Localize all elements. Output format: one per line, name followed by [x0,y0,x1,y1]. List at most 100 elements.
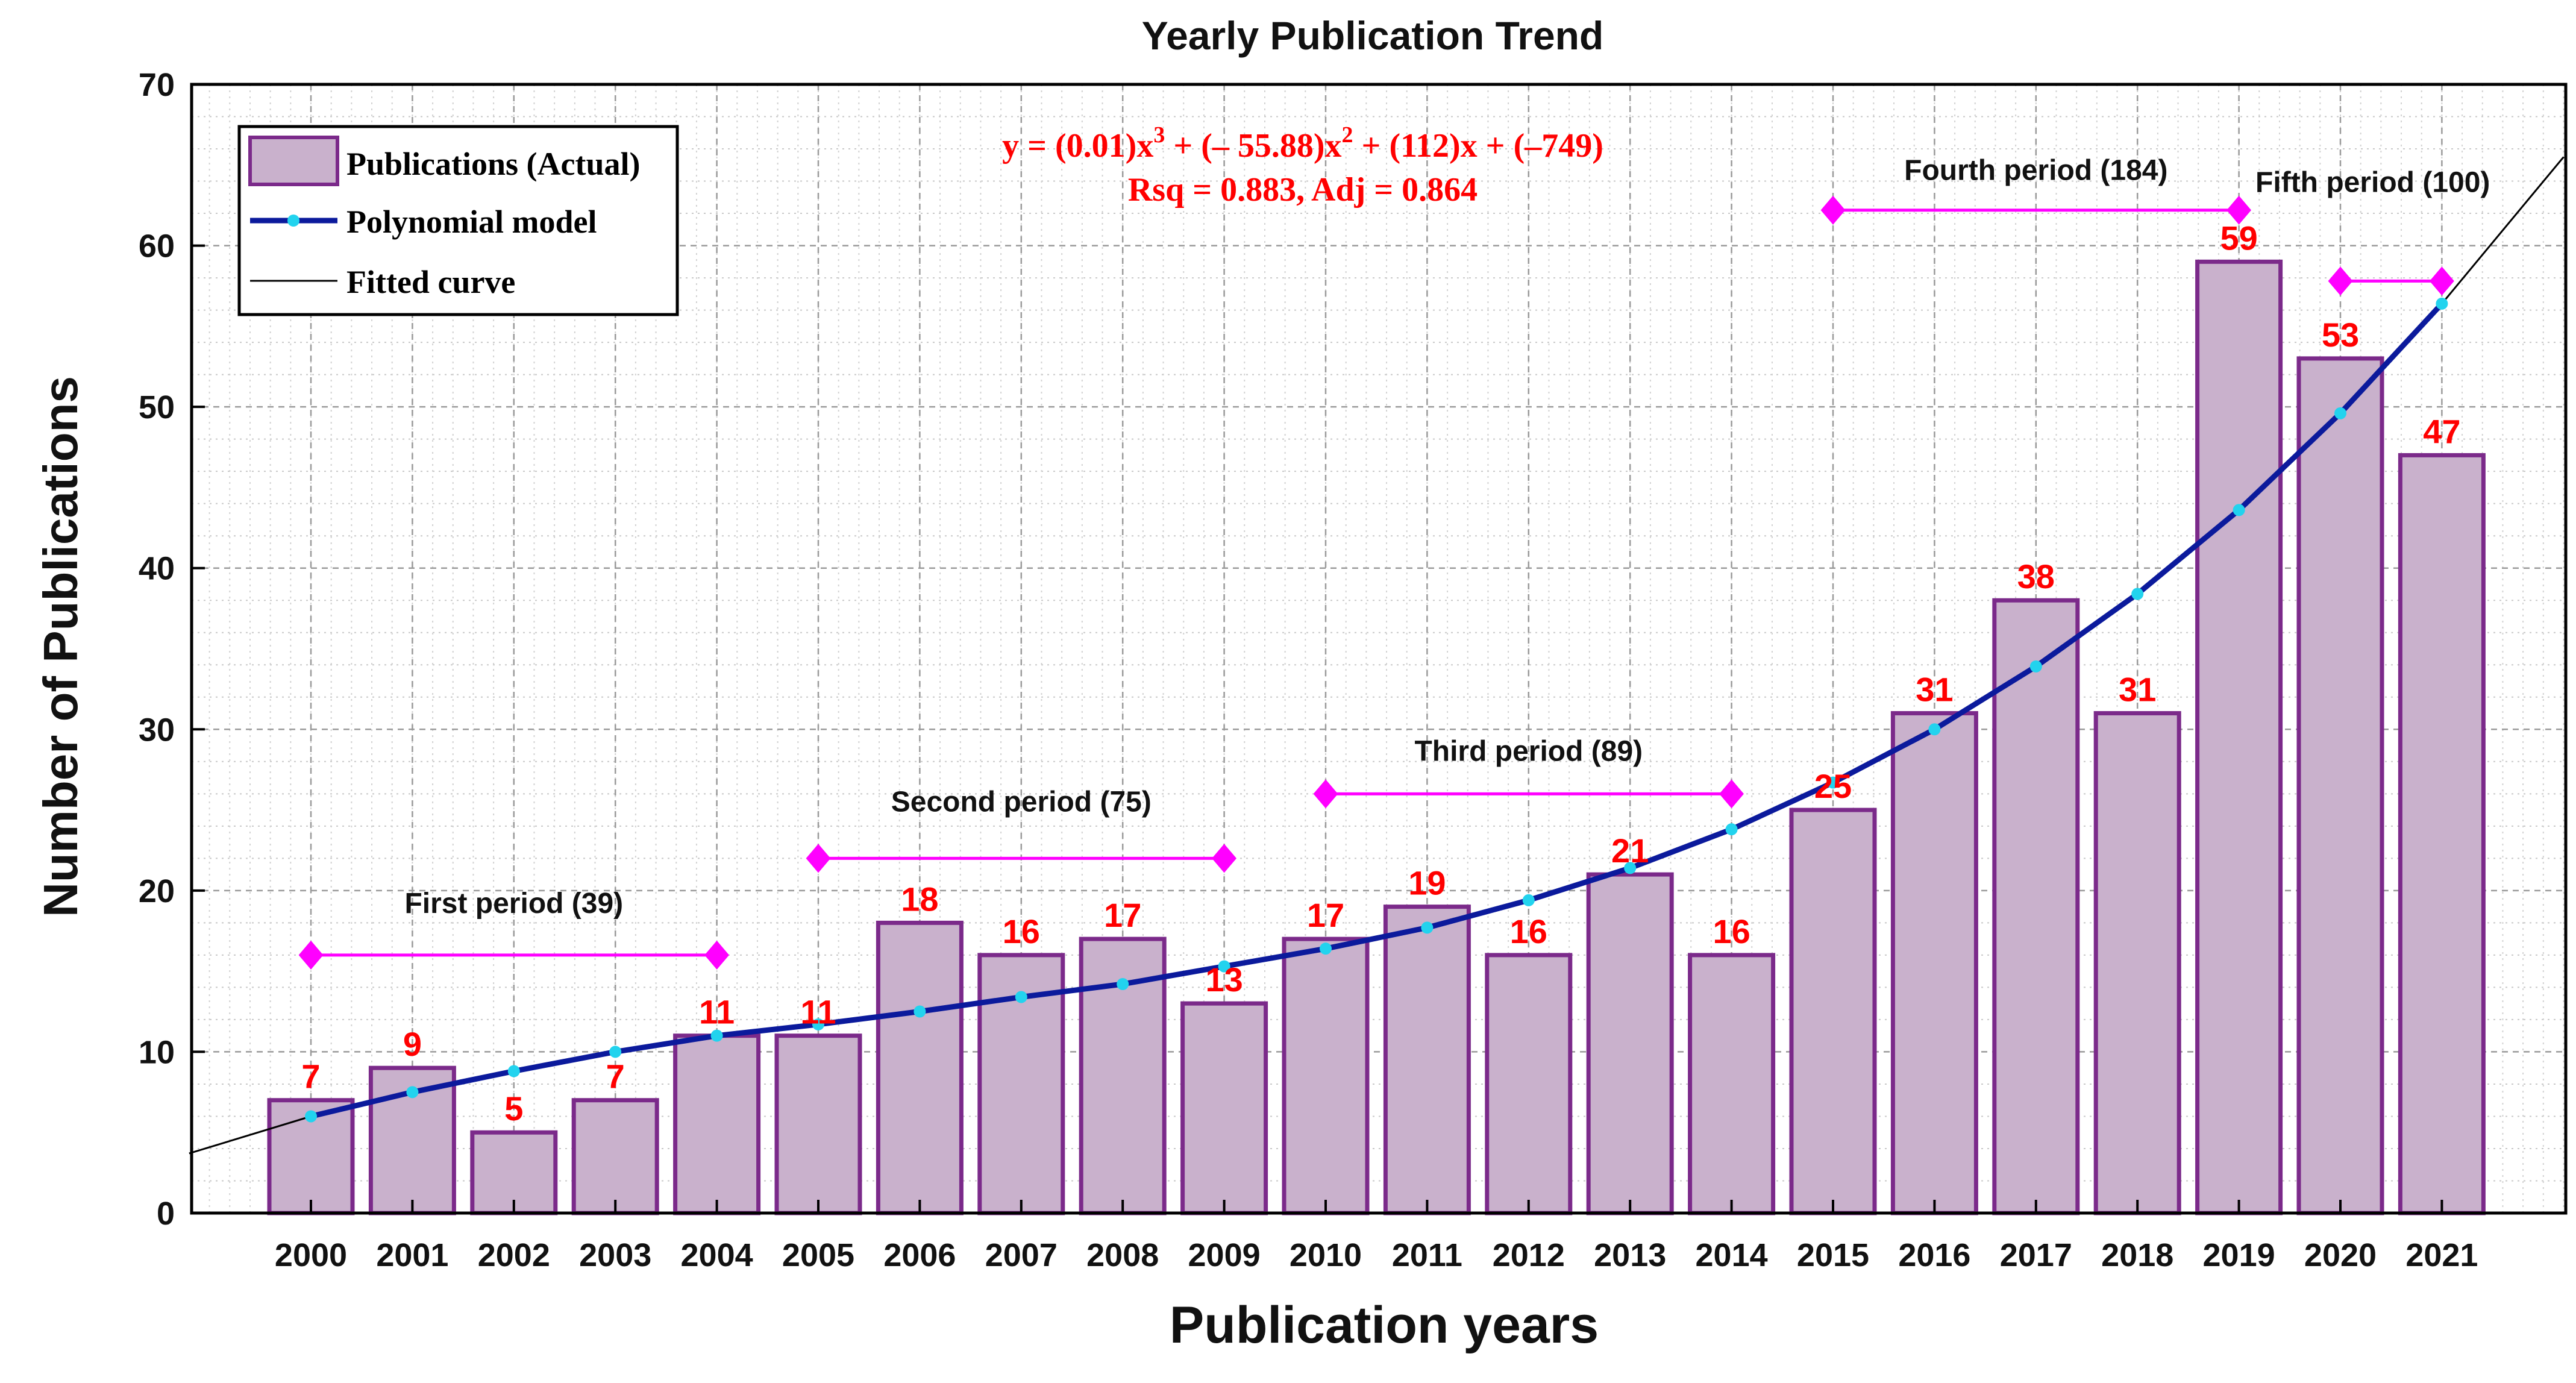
data-label-2001: 9 [403,1025,422,1063]
legend-label-fitted: Fitted curve [346,264,515,300]
bar-2012 [1485,953,1573,1215]
period-end-marker-2 [1212,844,1236,873]
period-start-marker-5 [2328,266,2353,296]
polynomial-model-point-2008 [1117,978,1129,991]
equation-tail: + (112)x + (–749) [1353,127,1603,165]
x-tick-label-2013: 2013 [1594,1237,1666,1273]
polynomial-model-point-2017 [2029,660,2042,673]
polynomial-model-point-2010 [1320,942,1332,955]
period-end-marker-4 [2227,195,2251,225]
bar-2006 [876,920,964,1215]
x-tick-label-2002: 2002 [478,1237,550,1273]
period-label-3: Third period (89) [1414,735,1643,767]
polynomial-model-point-2013 [1624,862,1637,874]
data-label-2011: 19 [1408,864,1446,902]
data-label-2014: 16 [1713,912,1750,950]
polynomial-model-line [310,301,2444,1119]
axes: 0 10 20 30 40 50 60 70 2000 2001 2002 2003 2004 2005 2… [139,67,2568,1273]
data-label-2002: 5 [504,1090,523,1127]
polynomial-model-point-2012 [1522,894,1535,906]
data-label-2017: 38 [2017,557,2055,595]
polynomial-model-point-2014 [1725,823,1738,836]
legend: Publications (Actual) Polynomial model F… [237,125,679,316]
polynomial-model-point-2006 [914,1005,926,1018]
plot-frame [190,83,2568,1215]
data-label-2007: 16 [1003,912,1040,950]
period-label-5: Fifth period (100) [2255,166,2490,198]
polynomial-model-point-2021 [2436,297,2448,310]
x-tick-label-2015: 2015 [1797,1237,1869,1273]
bar-2018 [2093,711,2181,1215]
x-tick-label-2017: 2017 [2000,1237,2072,1273]
x-tick-label-2005: 2005 [782,1237,854,1273]
bar-2017 [1992,598,2080,1215]
polynomial-model-point-2002 [507,1065,520,1077]
legend-label-actual: Publications (Actual) [346,146,641,182]
x-tick-label-2009: 2009 [1188,1237,1261,1273]
bar-2019 [2195,259,2283,1215]
data-label-2012: 16 [1510,912,1547,950]
x-tick-label-2016: 2016 [1898,1237,1970,1273]
period-label-2: Second period (75) [891,786,1152,818]
period-label-1: First period (39) [404,888,623,920]
data-label-2019: 59 [2220,219,2257,257]
period-start-marker-2 [806,844,831,873]
y-tick-label: 30 [139,712,175,748]
polynomial-model-point-2005 [812,1018,824,1030]
x-tick-label-2000: 2000 [275,1237,347,1273]
equation-stats: Rsq = 0.883, Adj = 0.864 [1128,171,1478,209]
polynomial-model-point-2000 [305,1110,317,1123]
equation-line: y = (0.01)x3 + (– 55.88)x2 + (112)x + (–… [1002,122,1603,165]
polynomial-model-point-2015 [1827,776,1839,789]
y-tick-label: 40 [139,551,175,587]
period-end-marker-3 [1719,779,1744,809]
x-tick-label-2018: 2018 [2101,1237,2173,1273]
bar-2020 [2296,356,2384,1215]
period-end-marker-1 [704,940,729,970]
period-label-4: Fourth period (184) [1904,155,2167,187]
bar-2016 [1890,711,1978,1215]
data-label-2006: 18 [901,880,938,918]
period-annotations: First period (39) Second period (75) Third… [298,155,2490,970]
period-start-marker-4 [1820,195,1846,225]
polynomial-model-point-2018 [2131,588,2144,600]
data-label-2003: 7 [606,1058,625,1096]
data-label-2004: 11 [699,993,735,1031]
equation-mid: + (– 55.88)x [1165,127,1341,165]
polynomial-model-point-2001 [406,1086,419,1099]
y-tick-label: 0 [157,1196,175,1232]
x-tick-label-2003: 2003 [579,1237,651,1273]
x-tick-label-2014: 2014 [1696,1237,1768,1273]
data-label-2005: 11 [800,993,836,1031]
x-tick-label-2019: 2019 [2203,1237,2275,1273]
x-tick-label-2021: 2021 [2405,1237,2478,1273]
data-label-2000: 7 [301,1058,320,1096]
y-tick-label: 10 [139,1034,175,1070]
bar-2010 [1282,936,1370,1215]
bar-2013 [1586,872,1674,1215]
legend-label-model: Polynomial model [346,204,597,240]
equation-exponent-2: 2 [1342,122,1353,148]
data-label-2016: 31 [1916,671,1953,709]
polynomial-model-point-2003 [609,1046,622,1058]
legend-swatch-bar [248,136,339,186]
x-tick-label-2011: 2011 [1392,1237,1462,1273]
data-label-2009: 13 [1205,961,1243,999]
period-start-marker-1 [298,940,324,970]
x-tick-label-2012: 2012 [1493,1237,1565,1273]
equation-base: y = (0.01)x [1002,127,1153,165]
y-tick-label: 70 [139,67,175,103]
bar-2021 [2398,453,2486,1215]
bar-2014 [1688,953,1776,1215]
bar-2005 [774,1033,862,1215]
data-label-2018: 31 [2119,671,2156,709]
polynomial-model-point-2016 [1928,723,1941,736]
data-label-2015: 25 [1814,767,1852,805]
legend-swatch-model-marker [287,215,299,227]
bar-2009 [1180,1001,1268,1215]
x-tick-label-2007: 2007 [985,1237,1058,1273]
period-start-marker-3 [1313,779,1338,809]
y-tick-label: 60 [139,228,175,265]
polynomial-model-point-2007 [1015,991,1027,1003]
